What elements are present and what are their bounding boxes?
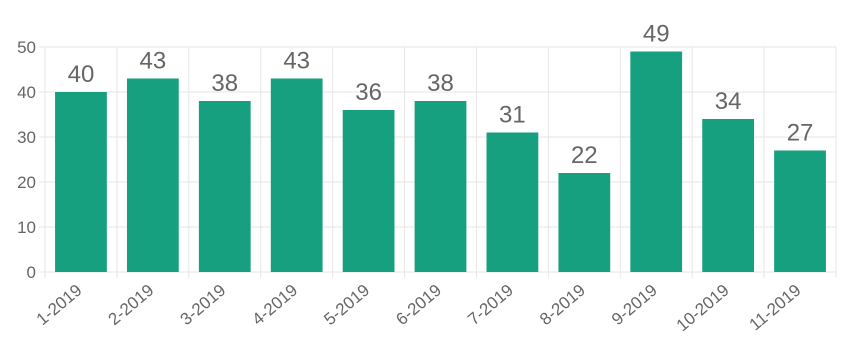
data-label: 43	[140, 48, 167, 75]
data-label: 36	[355, 79, 382, 106]
y-tick-label: 0	[27, 263, 36, 282]
x-tick-label: 8-2019	[536, 281, 589, 330]
y-tick-label: 40	[17, 83, 36, 102]
data-label: 38	[211, 70, 238, 97]
y-tick-label: 50	[17, 38, 36, 57]
data-label: 27	[787, 120, 814, 147]
y-tick-label: 10	[17, 218, 36, 237]
y-axis-tick-labels: 0 10 20 30 40 50	[17, 38, 36, 282]
data-label: 43	[283, 48, 310, 75]
bar-11-2019[interactable]	[774, 150, 826, 273]
bar-3-2019[interactable]	[198, 101, 251, 272]
x-tick-label: 5-2019	[320, 281, 373, 330]
bar-4-2019[interactable]	[270, 78, 323, 273]
bar-8-2019[interactable]	[558, 173, 611, 272]
data-label: 22	[571, 142, 598, 169]
x-tick-label: 4-2019	[248, 281, 301, 330]
bar-2-2019[interactable]	[126, 78, 179, 273]
data-label: 49	[643, 21, 670, 48]
data-label: 34	[715, 88, 742, 115]
bar-10-2019[interactable]	[702, 119, 755, 272]
y-tick-label: 30	[17, 128, 36, 147]
x-tick-label: 2-2019	[105, 281, 158, 330]
x-axis-tick-labels: 1-2019 2-2019 3-2019 4-2019 5-2019 6-2019 7-20…	[33, 281, 805, 336]
x-tick-label: 10-2019	[673, 281, 733, 336]
grid-lines	[39, 46, 837, 278]
y-tick-label: 20	[17, 173, 36, 192]
x-tick-label: 11-2019	[746, 281, 805, 335]
x-tick-label: 7-2019	[464, 281, 517, 330]
x-tick-label: 1-2019	[33, 281, 86, 330]
data-label: 31	[499, 102, 526, 129]
data-label: 38	[427, 70, 454, 97]
bar-1-2019[interactable]	[55, 92, 107, 272]
bar-9-2019[interactable]	[630, 51, 683, 273]
bar-5-2019[interactable]	[342, 110, 395, 272]
data-label: 40	[68, 61, 95, 88]
bar-7-2019[interactable]	[486, 132, 539, 273]
data-labels: 40 43 38 43 36 38 31 22 49 34 27	[68, 21, 814, 170]
x-tick-label: 6-2019	[392, 281, 445, 330]
x-tick-label: 9-2019	[608, 281, 661, 330]
bars	[55, 51, 826, 273]
bar-6-2019[interactable]	[414, 101, 467, 272]
x-tick-label: 3-2019	[177, 281, 230, 330]
